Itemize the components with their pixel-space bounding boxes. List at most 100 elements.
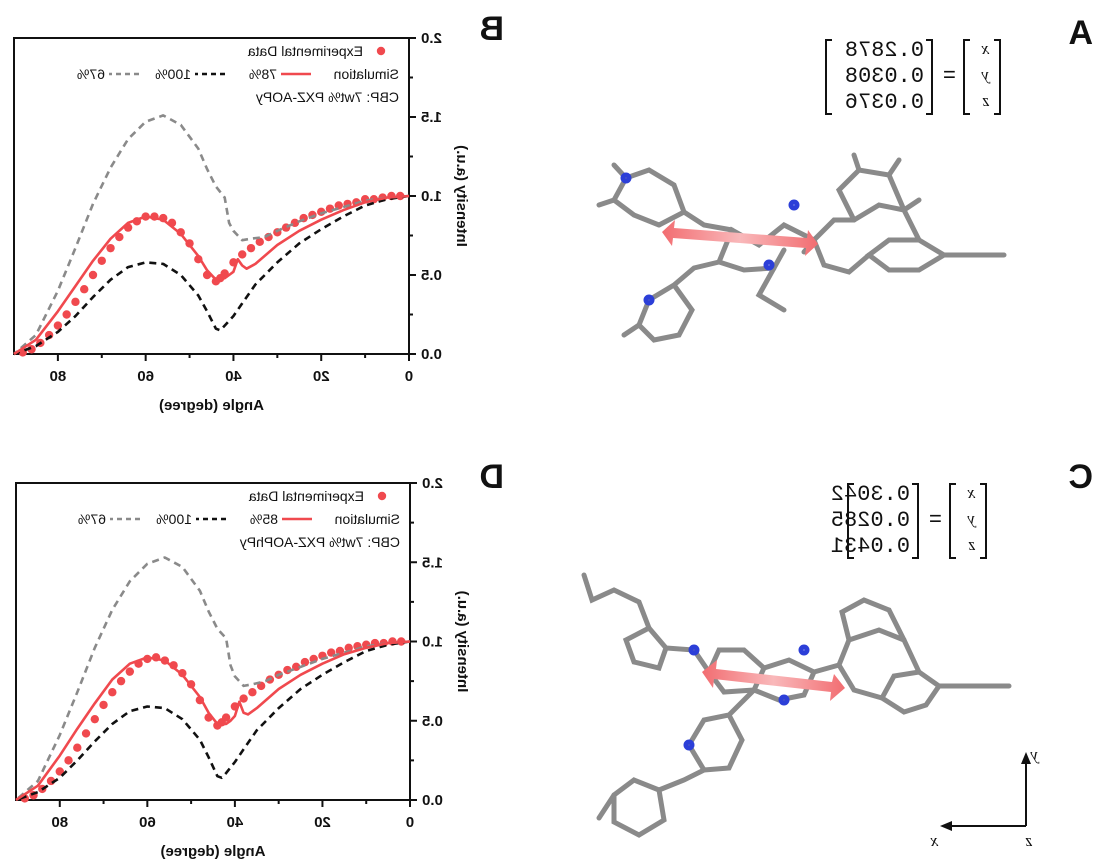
chart-b: B 0 20 40 60 80 0.0 0.5 1.0 1.5 2.0 Angle (degree)… xyxy=(13,10,504,414)
tdm-vector-matrix: x y z = 0.2878 0.0308 0.0376 xyxy=(825,38,1001,115)
experimental-data-point xyxy=(88,270,98,280)
experimental-data-point xyxy=(300,657,310,667)
legend-simulation-prefix: Simulation xyxy=(334,66,399,82)
experimental-data-point xyxy=(116,676,126,686)
matrix-row-label: z xyxy=(982,91,990,110)
panel-c: C x y z = 0.3042 0.0285 0.0431 xyxy=(581,458,1093,850)
axis-z-label: z xyxy=(1025,831,1033,850)
legend-simulation-prefix: Simulation xyxy=(335,511,400,527)
experimental-data-point xyxy=(255,237,264,247)
series-line-67pct xyxy=(15,556,411,801)
x-tick-label: 80 xyxy=(50,368,67,385)
experimental-data-point xyxy=(80,285,89,294)
legend-title: CBP: 7wt% PXZ-AOPhPy xyxy=(240,534,400,550)
experimental-data-point xyxy=(71,297,80,307)
y-axis-label: Intensity (a.u.) xyxy=(454,591,471,693)
matrix-row-label: z xyxy=(968,535,976,554)
matrix-row-label: y xyxy=(967,509,977,528)
equals-sign: = xyxy=(929,508,942,533)
experimental-data-point xyxy=(115,232,124,242)
plot-frame xyxy=(13,37,410,355)
experimental-data-point xyxy=(325,204,335,213)
y-tick-label: 0.5 xyxy=(422,713,443,730)
plot-frame xyxy=(15,482,411,801)
experimental-data-point xyxy=(248,688,257,697)
axis-y-label: y xyxy=(1030,745,1040,764)
experimental-data-point xyxy=(125,667,135,676)
experimental-data-point xyxy=(238,250,247,259)
experimental-data-point xyxy=(53,321,63,330)
y-tick-label: 1.5 xyxy=(422,554,443,571)
y-tick-label: 1.0 xyxy=(421,188,442,205)
y-axis-label: Intensity (a.u.) xyxy=(453,145,470,247)
experimental-data-point xyxy=(90,714,99,724)
series-line-67pct xyxy=(13,114,410,355)
experimental-data-point xyxy=(291,662,301,672)
matrix-row-label: y xyxy=(981,65,991,84)
y-tick-label: 0.0 xyxy=(421,346,442,363)
x-tick-label: 0 xyxy=(405,368,413,385)
x-tick-label: 40 xyxy=(225,368,242,385)
experimental-data-point xyxy=(62,310,71,319)
legend-title: CBP: 7wt% PXZ-AOPy xyxy=(256,89,399,105)
equals-sign: = xyxy=(943,64,956,89)
series-line-85pct xyxy=(15,640,411,802)
coordinate-axes-icon: y x z xyxy=(930,745,1040,850)
y-tick-label: 2.0 xyxy=(421,30,442,47)
x-tick-label: 20 xyxy=(314,814,331,831)
y-tick-label: 0.0 xyxy=(422,792,443,809)
matrix-value: 0.0376 xyxy=(845,90,924,115)
y-tick-label: 2.0 xyxy=(422,475,443,492)
experimental-data-point xyxy=(73,743,82,752)
molecule-pxz-aophpy-icon xyxy=(581,572,1012,838)
series-line-78pct xyxy=(13,194,410,356)
panel-a: A x y z = 0.2878 0.0308 0.0376 xyxy=(596,14,1093,343)
chart-d: D 0 20 40 60 80 0.0 0.5 1.0 1.5 2.0 Angle (degree)… xyxy=(15,458,504,860)
x-tick-label: 0 xyxy=(406,814,414,831)
x-tick-label: 60 xyxy=(137,368,154,385)
experimental-data-point xyxy=(106,243,115,253)
matrix-value: 0.0285 xyxy=(831,508,910,533)
molecule-pxz-aopy-icon xyxy=(596,152,1007,343)
experimental-data-point xyxy=(246,243,256,253)
experimental-data-point xyxy=(81,729,91,738)
legend-label-sim: 78% xyxy=(249,66,277,82)
x-tick-label: 40 xyxy=(227,814,244,831)
experimental-data-point xyxy=(64,756,73,765)
x-axis-label: Angle (degree) xyxy=(159,397,264,414)
series-line-100pct xyxy=(13,194,410,356)
matrix-row-label: x xyxy=(981,39,990,58)
legend-label-sim: 67% xyxy=(77,66,105,82)
legend-marker-experimental xyxy=(376,46,386,56)
experimental-data-point xyxy=(55,767,64,776)
experimental-data-point xyxy=(108,688,117,697)
legend-marker-experimental xyxy=(377,491,387,501)
axis-x-label: x xyxy=(930,831,939,850)
y-tick-label: 0.5 xyxy=(421,267,442,284)
transition-dipole-arrow xyxy=(662,220,818,256)
transition-dipole-arrow xyxy=(702,660,845,701)
matrix-value: 0.0431 xyxy=(831,534,910,559)
experimental-data-point xyxy=(97,256,106,265)
experimental-data-point xyxy=(239,694,248,703)
legend-label-sim: 100% xyxy=(155,66,191,82)
series-line-100pct xyxy=(15,640,411,802)
matrix-value: 0.0308 xyxy=(845,64,924,89)
matrix-value: 0.3042 xyxy=(831,482,910,507)
x-tick-label: 20 xyxy=(313,368,330,385)
x-tick-label: 60 xyxy=(139,814,156,831)
matrix-row-label: x xyxy=(967,483,976,502)
experimental-data-point xyxy=(344,643,353,653)
x-tick-label: 80 xyxy=(51,814,68,831)
panel-letter-b: B xyxy=(479,10,504,48)
legend-label-experimental: Experimental Data xyxy=(248,43,363,59)
legend-label-sim: 85% xyxy=(250,511,278,527)
y-tick-label: 1.5 xyxy=(421,109,442,126)
legend-label-sim: 100% xyxy=(156,511,192,527)
experimental-data-point xyxy=(99,700,108,710)
x-axis-label: Angle (degree) xyxy=(160,843,265,860)
legend-label-experimental: Experimental Data xyxy=(249,488,364,504)
legend-label-sim: 67% xyxy=(78,511,106,527)
panel-letter: C xyxy=(1068,458,1093,496)
